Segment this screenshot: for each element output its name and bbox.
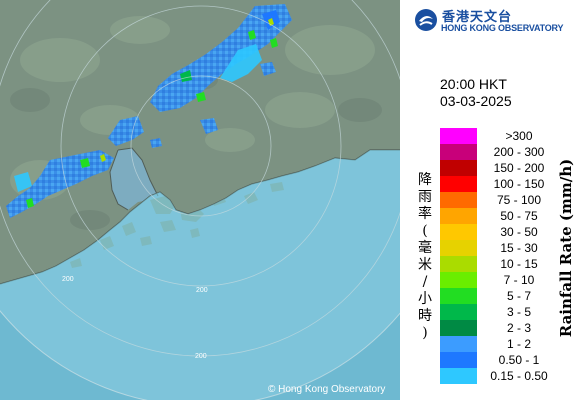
legend-swatch <box>440 160 477 176</box>
legend-label: 150 - 200 <box>493 161 545 175</box>
legend-title-zh-char: 時 <box>418 308 432 324</box>
legend-row: >300 <box>440 128 560 144</box>
legend-swatch <box>440 336 477 352</box>
legend-swatch <box>440 368 477 384</box>
legend-label: 5 - 7 <box>506 289 531 303</box>
legend-title-zh-char: 米 <box>418 257 432 273</box>
legend-swatch <box>440 240 477 256</box>
org-name-zh: 香港天文台 <box>442 10 513 25</box>
legend-label: 75 - 100 <box>496 193 542 207</box>
legend-swatch <box>440 304 477 320</box>
legend-label: 1 - 2 <box>506 337 531 351</box>
legend-swatch <box>440 352 477 368</box>
legend-swatch <box>440 176 477 192</box>
radar-map[interactable]: 200 200 200 <box>0 0 400 400</box>
legend-swatch <box>440 208 477 224</box>
legend-label: 50 - 75 <box>500 209 538 223</box>
legend-label: 30 - 50 <box>500 225 538 239</box>
legend-row: 50 - 75 <box>440 208 560 224</box>
legend-row: 150 - 200 <box>440 160 560 176</box>
legend-panel <box>400 0 577 400</box>
legend-label: 15 - 30 <box>500 241 538 255</box>
legend-swatch <box>440 288 477 304</box>
legend-row: 3 - 5 <box>440 304 560 320</box>
legend-row: 100 - 150 <box>440 176 560 192</box>
legend-title-zh-char: ) <box>422 325 428 341</box>
legend-swatch <box>440 224 477 240</box>
estuary-coastline <box>109 147 159 211</box>
legend-row: 5 - 7 <box>440 288 560 304</box>
legend-label: 7 - 10 <box>503 273 535 287</box>
pearl-river-estuary <box>110 148 158 210</box>
legend-title-zh-char: 率 <box>418 206 432 222</box>
legend-swatch <box>440 192 477 208</box>
legend-row: 7 - 10 <box>440 272 560 288</box>
org-name-en: HONG KONG OBSERVATORY <box>441 23 564 33</box>
timestamp-date: 03-03-2025 <box>440 93 512 109</box>
rain-echoes <box>6 4 292 218</box>
legend-row: 75 - 100 <box>440 192 560 208</box>
legend-row: 0.50 - 1 <box>440 352 560 368</box>
legend-title-zh-char: 小 <box>418 291 432 307</box>
legend-label: 100 - 150 <box>493 177 545 191</box>
rainfall-legend: >300 200 - 300 150 - 200 100 - 150 75 - 100 5… <box>440 128 560 384</box>
legend-swatch <box>440 144 477 160</box>
range-label-west: 200 <box>62 276 74 283</box>
legend-label: 2 - 3 <box>506 321 531 335</box>
legend-swatch <box>440 320 477 336</box>
legend-title-zh-char: 降 <box>418 172 432 188</box>
legend-row: 0.15 - 0.50 <box>440 368 560 384</box>
legend-row: 200 - 300 <box>440 144 560 160</box>
legend-title-zh: 降 雨 率 ( 毫 米 / 小 時 ) <box>417 172 433 342</box>
light-rain-sea-area <box>0 150 400 400</box>
legend-title-zh-char: / <box>422 274 428 290</box>
legend-swatch <box>440 256 477 272</box>
legend-title-zh-char: ( <box>422 223 428 239</box>
legend-label: 3 - 5 <box>506 305 531 319</box>
legend-label: >300 <box>505 129 533 143</box>
legend-label: 0.15 - 0.50 <box>490 369 548 383</box>
legend-row: 2 - 3 <box>440 320 560 336</box>
legend-label: 10 - 15 <box>500 257 538 271</box>
legend-title-en: Rainfall Rate (mm/h) <box>557 158 575 338</box>
hko-logo-icon <box>415 9 437 31</box>
legend-row: 15 - 30 <box>440 240 560 256</box>
legend-title-zh-char: 毫 <box>418 240 432 256</box>
legend-row: 30 - 50 <box>440 224 560 240</box>
legend-row: 1 - 2 <box>440 336 560 352</box>
legend-swatch <box>440 272 477 288</box>
legend-title-en-wrap: Rainfall Rate (mm/h) <box>556 128 576 368</box>
range-label-south: 200 <box>195 353 207 360</box>
range-rings <box>0 0 400 357</box>
legend-label: 0.50 - 1 <box>498 353 540 367</box>
timestamp-time: 20:00 HKT <box>440 76 507 92</box>
legend-label: 200 - 300 <box>493 145 545 159</box>
legend-title-zh-char: 雨 <box>418 189 432 205</box>
legend-row: 10 - 15 <box>440 256 560 272</box>
range-label-inner: 200 <box>196 287 208 294</box>
copyright-notice: © Hong Kong Observatory <box>268 384 386 395</box>
legend-swatch <box>440 128 477 144</box>
